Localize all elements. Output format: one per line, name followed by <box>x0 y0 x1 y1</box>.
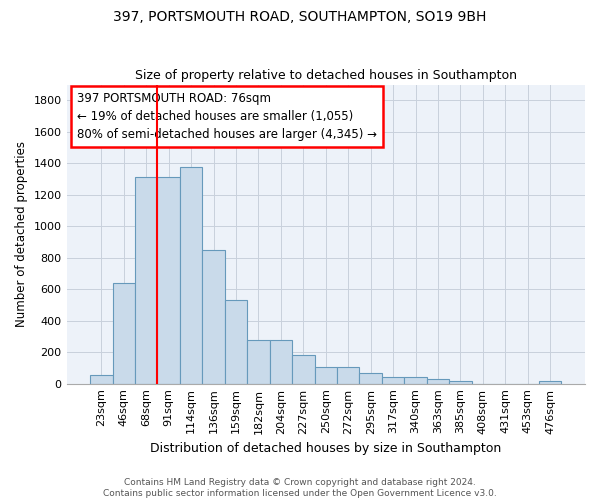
Bar <box>247 340 269 384</box>
Bar <box>202 250 225 384</box>
Bar <box>314 367 337 384</box>
Bar <box>449 382 472 384</box>
Bar <box>337 367 359 384</box>
Bar <box>90 375 113 384</box>
Bar <box>113 283 135 384</box>
Title: Size of property relative to detached houses in Southampton: Size of property relative to detached ho… <box>135 69 517 82</box>
Bar <box>269 340 292 384</box>
Y-axis label: Number of detached properties: Number of detached properties <box>15 141 28 327</box>
Bar <box>135 178 157 384</box>
X-axis label: Distribution of detached houses by size in Southampton: Distribution of detached houses by size … <box>150 442 502 455</box>
Bar <box>292 354 314 384</box>
Text: 397 PORTSMOUTH ROAD: 76sqm
← 19% of detached houses are smaller (1,055)
80% of s: 397 PORTSMOUTH ROAD: 76sqm ← 19% of deta… <box>77 92 377 141</box>
Text: 397, PORTSMOUTH ROAD, SOUTHAMPTON, SO19 9BH: 397, PORTSMOUTH ROAD, SOUTHAMPTON, SO19 … <box>113 10 487 24</box>
Bar <box>359 373 382 384</box>
Bar <box>157 178 180 384</box>
Bar <box>427 380 449 384</box>
Bar <box>180 167 202 384</box>
Bar <box>225 300 247 384</box>
Bar <box>382 378 404 384</box>
Bar <box>539 382 562 384</box>
Bar <box>404 378 427 384</box>
Text: Contains HM Land Registry data © Crown copyright and database right 2024.
Contai: Contains HM Land Registry data © Crown c… <box>103 478 497 498</box>
